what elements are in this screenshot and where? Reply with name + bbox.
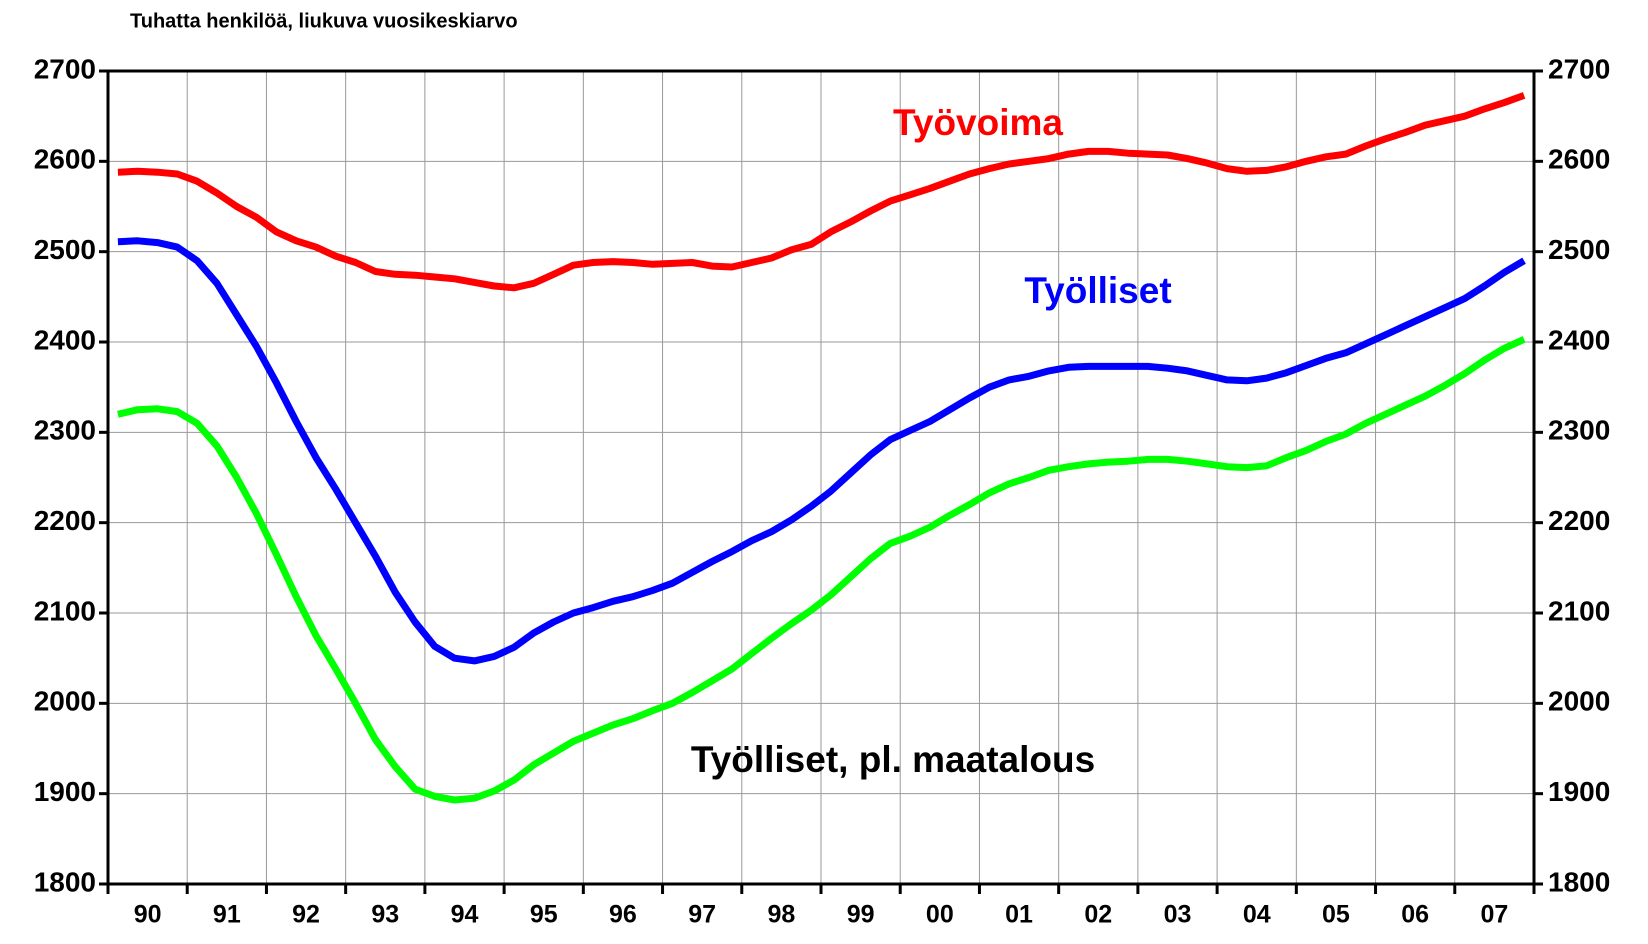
y-tick-label: 1800 [34, 866, 96, 897]
y2-tick-label: 2200 [1548, 505, 1610, 536]
y-tick-label: 2000 [34, 686, 96, 717]
y-tick-label: 2200 [34, 505, 96, 536]
x-tick-label: 90 [134, 901, 162, 929]
y2-tick-label: 1900 [1548, 776, 1610, 807]
x-tick-label: 96 [609, 901, 637, 929]
x-tick-label: 94 [451, 901, 479, 929]
x-tick-label: 07 [1480, 901, 1508, 929]
y2-tick-label: 2100 [1548, 595, 1610, 626]
x-tick-label: 97 [688, 901, 716, 929]
y-tick-label: 2400 [34, 324, 96, 355]
x-tick-label: 91 [213, 901, 241, 929]
series-label: Työlliset, pl. maatalous [691, 739, 1095, 780]
series-line [117, 237, 1526, 665]
y-tick-label: 2700 [34, 53, 96, 84]
x-tick-label: 04 [1243, 901, 1271, 929]
x-tick-label: 95 [530, 901, 558, 929]
x-tick-label: 00 [926, 901, 954, 929]
y2-tick-label: 2500 [1548, 234, 1610, 265]
y2-tick-label: 1800 [1548, 866, 1610, 897]
y2-tick-label: 2000 [1548, 686, 1610, 717]
y2-tick-label: 2600 [1548, 144, 1610, 175]
x-tick-label: 02 [1084, 901, 1112, 929]
y-tick-label: 1900 [34, 776, 96, 807]
plot-frame [106, 69, 1536, 886]
x-tick-label: 99 [847, 901, 875, 929]
x-tick-label: 01 [1005, 901, 1033, 929]
chart-title: Tuhatta henkilöä, liukuva vuosikeskiarvo [130, 10, 518, 32]
y2-tick-label: 2700 [1548, 53, 1610, 84]
y-tick-label: 2600 [34, 144, 96, 175]
x-tick-label: 06 [1401, 901, 1429, 929]
series-label: Työlliset [1024, 270, 1171, 311]
x-tick-label: 03 [1164, 901, 1192, 929]
series-line [117, 92, 1526, 292]
x-tick-label: 05 [1322, 901, 1350, 929]
series-line [117, 336, 1526, 804]
y-tick-label: 2300 [34, 415, 96, 446]
y2-tick-label: 2400 [1548, 324, 1610, 355]
x-tick-label: 93 [371, 901, 399, 929]
y2-tick-label: 2300 [1548, 415, 1610, 446]
y-tick-label: 2100 [34, 595, 96, 626]
series-label: Työvoima [893, 102, 1063, 143]
x-tick-label: 92 [292, 901, 320, 929]
x-tick-label: 98 [767, 901, 795, 929]
y-tick-label: 2500 [34, 234, 96, 265]
